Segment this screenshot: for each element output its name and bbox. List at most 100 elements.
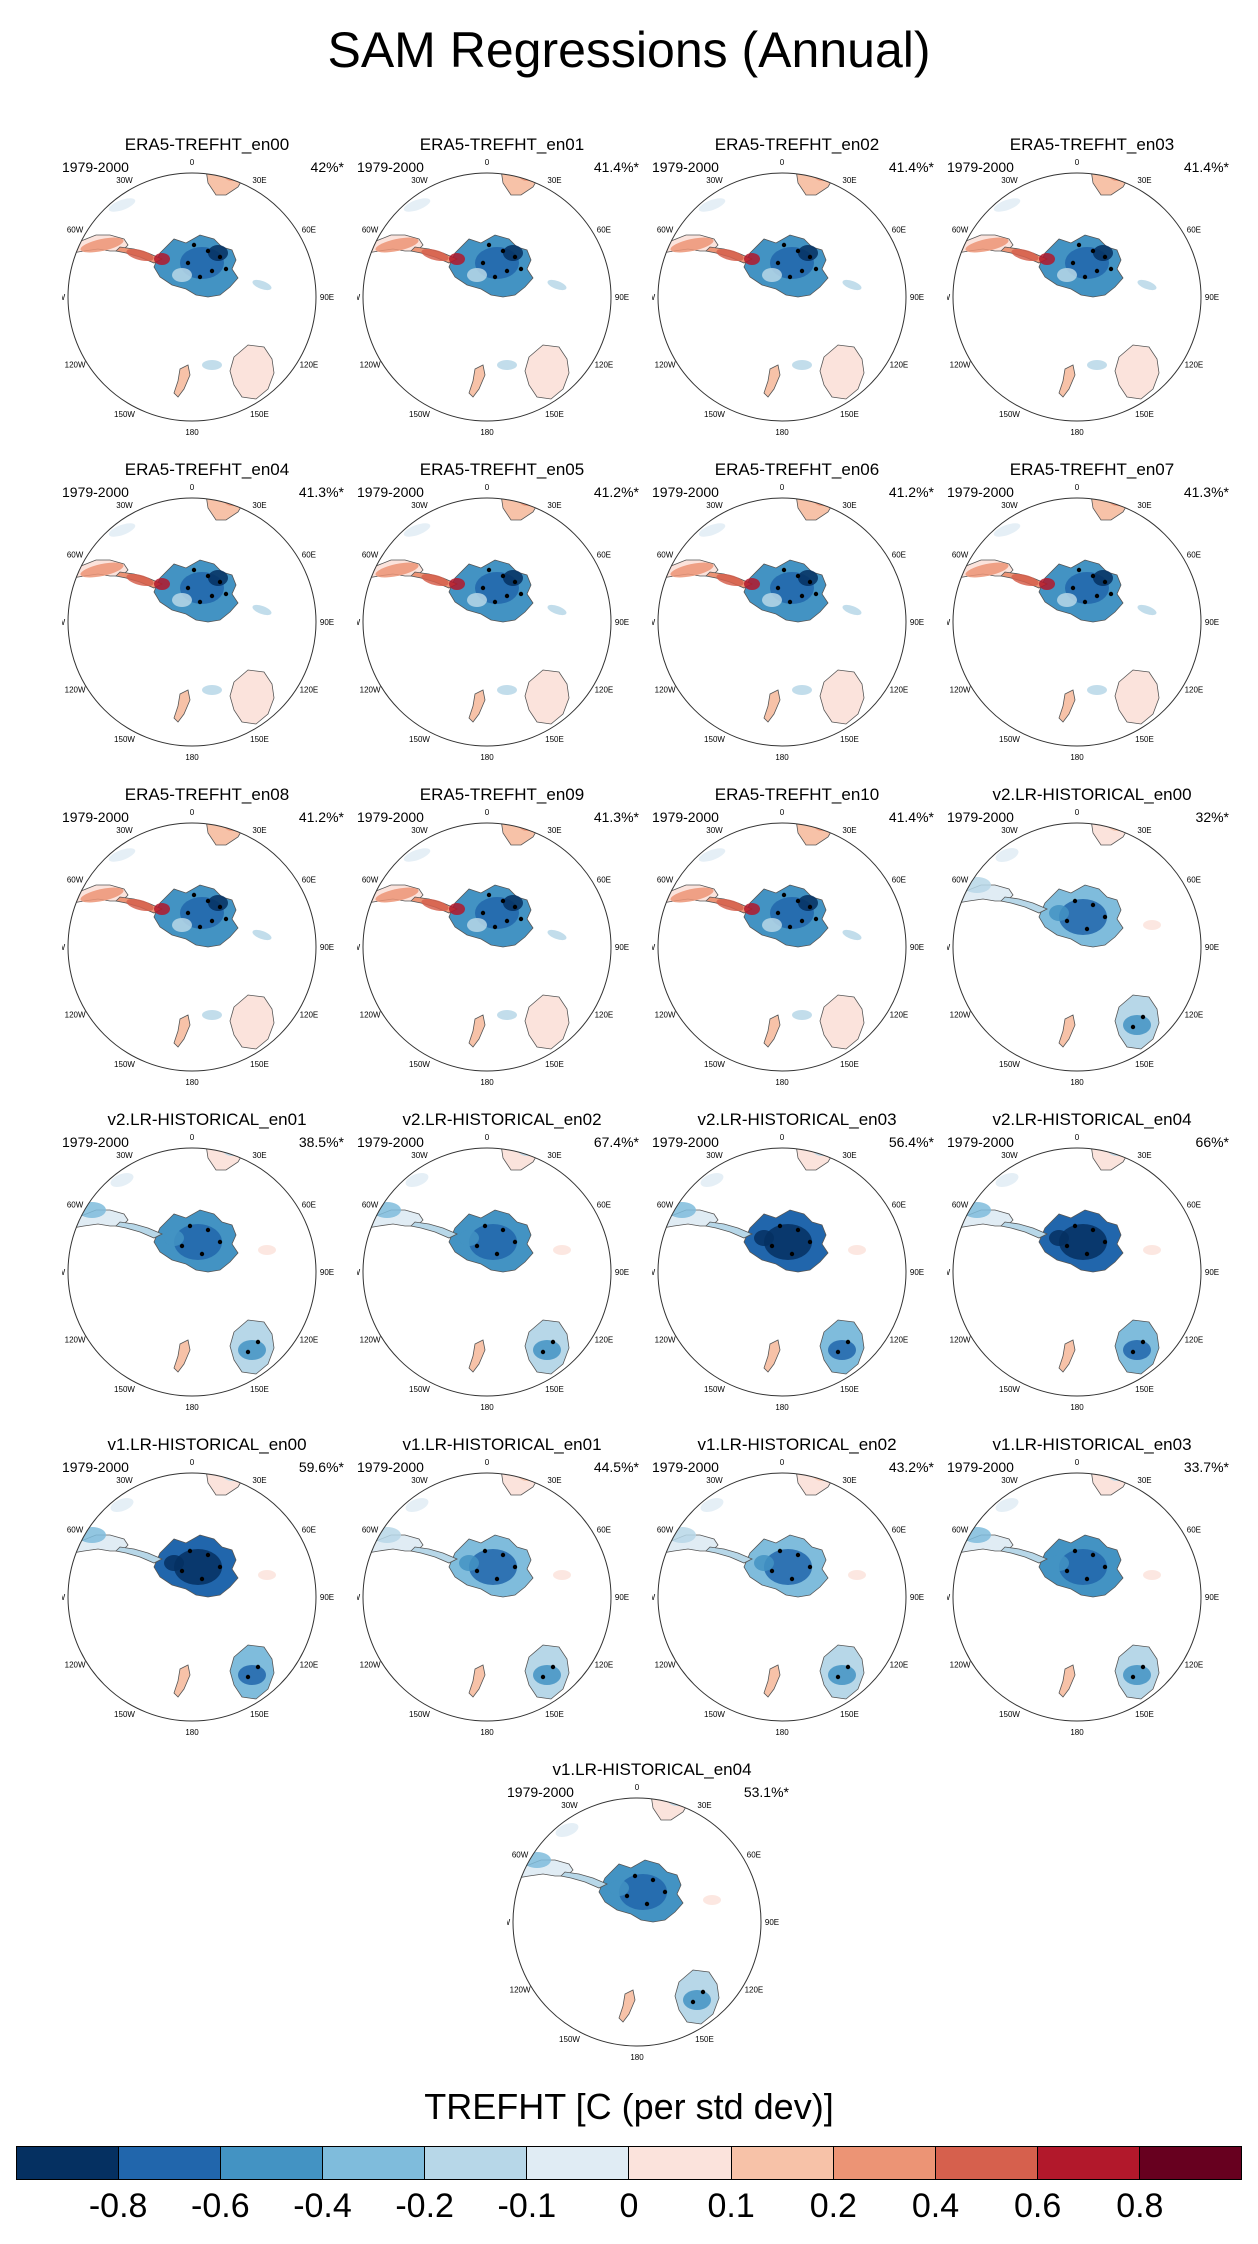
ocean [953, 1473, 1201, 1721]
panel-title: ERA5-TREFHT_en00 [124, 135, 290, 154]
longitude-label: 150E [840, 1060, 859, 1069]
warm-anomaly [421, 573, 449, 587]
longitude-label: 60E [302, 1201, 316, 1210]
panel-title: v2.LR-HISTORICAL_en01 [107, 1110, 307, 1129]
significance-dot [1072, 898, 1078, 904]
cold-anomaly [467, 593, 487, 607]
warm-anomaly [154, 578, 170, 590]
significance-dot [777, 1548, 783, 1554]
longitude-label: 60E [597, 551, 611, 560]
warm-anomaly [80, 237, 124, 253]
new-zealand [468, 1664, 486, 1698]
cold-anomaly [459, 1555, 479, 1571]
antarctic-peninsula [705, 1221, 753, 1239]
panel-variance-explained: 41.4%* [1183, 159, 1229, 175]
significance-dot [179, 1243, 185, 1249]
significance-dot [474, 1243, 480, 1249]
longitude-label: 120W [510, 1986, 531, 1995]
longitude-label: 120E [1185, 686, 1204, 695]
significance-dot [550, 1664, 556, 1670]
longitude-label: 90W [357, 618, 361, 627]
australia [524, 669, 570, 725]
panel-title: v1.LR-HISTORICAL_en01 [402, 1435, 602, 1454]
antarctic-peninsula [1000, 1221, 1048, 1239]
longitude-label: 0 [190, 483, 195, 492]
significance-dot [1102, 1564, 1108, 1570]
cold-anomaly [208, 245, 228, 261]
longitude-label: 120E [300, 1336, 319, 1345]
longitude-label: 0 [190, 808, 195, 817]
longitude-label: 150E [1135, 1060, 1154, 1069]
polar-map: 0 30E 60E 90E 120E 150E 180 150W 120W 90W 60W 30W [62, 1458, 334, 1735]
longitude-label: 0 [485, 483, 490, 492]
colorbar-swatch [119, 2147, 222, 2179]
longitude-label: 30W [706, 826, 723, 835]
significance-dot [1094, 268, 1100, 274]
significance-dot [255, 1664, 261, 1670]
cold-anomaly [172, 918, 192, 932]
significance-dot [769, 1568, 775, 1574]
significance-dot [245, 1349, 251, 1355]
colorbar-tick-label: -0.8 [88, 2187, 148, 2225]
warm-anomaly [126, 898, 154, 912]
longitude-label: 180 [775, 1078, 789, 1085]
map-panel: v2.LR-HISTORICAL_en03 1979-2000 56.4%* 0 30E… [652, 1110, 952, 1410]
significance-dot [205, 573, 211, 579]
significance-dot [662, 1889, 668, 1895]
ocean [363, 1148, 611, 1396]
longitude-label: 150W [704, 1710, 725, 1719]
significance-dot [197, 924, 203, 930]
longitude-label: 180 [1070, 428, 1084, 435]
significance-dot [191, 892, 197, 898]
longitude-label: 90E [320, 293, 334, 302]
significance-dot [482, 1548, 488, 1554]
polar-map: 0 30E 60E 90E 120E 150E 180 150W 120W 90W 60W 30W [357, 1133, 629, 1410]
panel-period: 1979-2000 [62, 809, 129, 825]
panel-variance-explained: 41.4%* [888, 809, 934, 825]
longitude-label: 90W [62, 618, 66, 627]
longitude-label: 90W [507, 1918, 511, 1927]
longitude-label: 150W [999, 1385, 1020, 1394]
cold-anomaly [762, 268, 782, 282]
panel-period: 1979-2000 [652, 809, 719, 825]
significance-dot [217, 1564, 223, 1570]
colorbar-tick-label: -0.1 [497, 2187, 557, 2225]
cold-anomaly [995, 848, 1019, 862]
longitude-label: 30W [1001, 176, 1018, 185]
longitude-label: 30E [1137, 176, 1151, 185]
longitude-label: 150W [114, 410, 135, 419]
significance-dot [486, 567, 492, 573]
new-zealand [468, 689, 486, 723]
significance-dot [1102, 254, 1108, 260]
longitude-label: 30W [116, 1476, 133, 1485]
longitude-label: 150E [1135, 410, 1154, 419]
longitude-label: 30W [1001, 501, 1018, 510]
new-zealand [618, 1989, 636, 2023]
longitude-label: 0 [1075, 483, 1080, 492]
panel-variance-explained: 67.4%* [593, 1134, 639, 1150]
panel-variance-explained: 44.5%* [593, 1459, 639, 1475]
longitude-label: 60W [952, 551, 969, 560]
longitude-label: 30E [1137, 826, 1151, 835]
cold-anomaly [252, 279, 272, 291]
significance-dot [1108, 266, 1114, 272]
significance-dot [500, 248, 506, 254]
map-boundary [67, 497, 317, 747]
map-panel: ERA5-TREFHT_en10 1979-2000 41.4%* 0 30E 60E 90… [652, 785, 952, 1085]
panel-variance-explained: 41.3%* [298, 484, 344, 500]
cold-anomaly [1049, 905, 1069, 921]
longitude-label: 180 [185, 428, 199, 435]
longitude-label: 0 [1075, 1133, 1080, 1142]
colorbar-swatch [221, 2147, 324, 2179]
significance-dot [795, 1227, 801, 1233]
panel-title: v2.LR-HISTORICAL_en02 [402, 1110, 602, 1129]
warm-anomaly [848, 1570, 866, 1580]
panel-period: 1979-2000 [947, 1459, 1014, 1475]
longitude-label: 0 [190, 158, 195, 167]
ocean [658, 1148, 906, 1396]
cold-anomaly [110, 1498, 134, 1512]
longitude-label: 150E [1135, 1385, 1154, 1394]
significance-dot [217, 579, 223, 585]
longitude-label: 180 [1070, 1078, 1084, 1085]
new-zealand [173, 1339, 191, 1373]
